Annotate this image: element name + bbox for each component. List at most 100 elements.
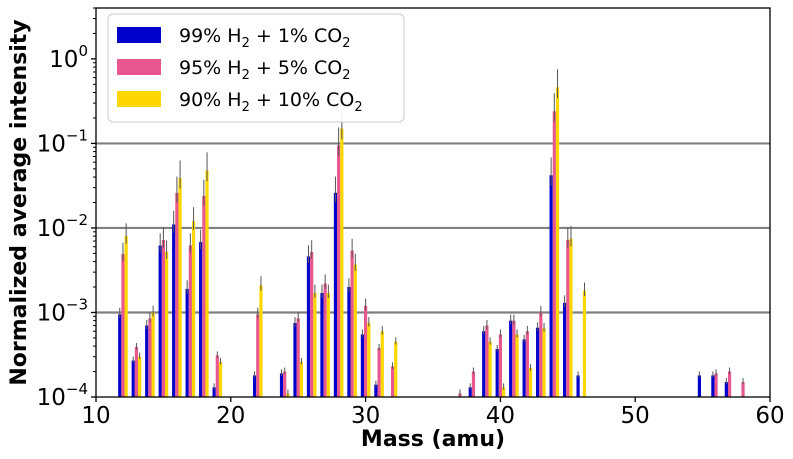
bar	[118, 314, 122, 397]
bar	[148, 318, 152, 397]
bar	[340, 128, 344, 397]
grid-lines	[96, 142, 770, 314]
bar	[468, 387, 472, 397]
bar	[138, 356, 142, 397]
legend-swatch	[117, 27, 161, 43]
bar	[161, 240, 165, 397]
bar	[360, 334, 364, 397]
bar	[202, 195, 206, 397]
bar	[576, 375, 580, 397]
bar	[364, 305, 368, 397]
bar	[134, 347, 139, 397]
bar	[296, 318, 300, 397]
legend-label: 99% H2 + 1% CO2	[179, 25, 351, 51]
x-tick-label: 20	[216, 403, 245, 429]
bar	[252, 375, 257, 397]
bar	[172, 224, 176, 397]
bar	[145, 325, 149, 397]
bar	[323, 283, 327, 397]
bar	[218, 361, 223, 397]
bar	[158, 245, 162, 397]
bar	[124, 236, 128, 397]
bar	[555, 87, 560, 398]
axes: 10 20 30 40 50 60 10−4 10−3 10−2 10−1 100	[37, 7, 785, 429]
bar	[380, 331, 384, 397]
bar	[727, 371, 732, 397]
y-tick-label: 100	[49, 42, 88, 73]
bar	[536, 327, 540, 397]
bar	[502, 387, 506, 397]
bar	[347, 287, 351, 397]
bar	[313, 292, 317, 397]
legend-label: 90% H2 + 10% CO2	[179, 89, 363, 115]
legend-box	[107, 13, 405, 123]
bar	[178, 177, 182, 397]
bar	[333, 192, 338, 397]
bar	[697, 375, 701, 397]
bar	[582, 290, 587, 397]
x-tick-label: 10	[81, 403, 110, 429]
bar	[299, 361, 303, 397]
bar	[279, 373, 284, 397]
bar	[471, 371, 476, 397]
x-tick-label: 40	[486, 403, 515, 429]
bar	[566, 240, 570, 397]
bar	[563, 302, 567, 397]
bar	[482, 331, 486, 397]
bar	[488, 341, 492, 397]
bar	[711, 375, 715, 397]
bar	[320, 292, 324, 397]
bar	[552, 111, 556, 397]
bar	[185, 288, 189, 397]
bars	[118, 69, 745, 398]
bar	[549, 175, 553, 397]
legend-label: 95% H2 + 5% CO2	[179, 57, 351, 83]
bar	[131, 360, 135, 397]
y-tick-label: 10−2	[37, 211, 88, 242]
bar	[121, 254, 125, 397]
bar	[175, 192, 179, 397]
bar	[377, 347, 381, 397]
bar	[326, 292, 330, 397]
bar	[569, 238, 573, 397]
y-tick-label: 10−4	[37, 380, 88, 411]
bar	[199, 242, 203, 397]
bar	[165, 251, 169, 397]
x-axis-title: Mass (amu)	[361, 427, 505, 452]
y-axis-title: Normalized average intensity	[7, 19, 32, 385]
bar	[191, 221, 196, 397]
x-tick-label: 60	[755, 403, 784, 429]
bar	[724, 382, 728, 397]
bar	[390, 366, 395, 397]
bar	[283, 371, 287, 397]
bar	[515, 334, 519, 397]
bar	[542, 328, 546, 397]
legend-swatch	[117, 91, 161, 107]
bar	[741, 382, 745, 397]
bar	[350, 250, 354, 397]
y-tick-label: 10−1	[37, 126, 88, 157]
bar	[205, 170, 209, 397]
bar	[310, 251, 314, 397]
bar	[259, 285, 263, 397]
bar	[485, 325, 489, 397]
bar	[151, 312, 155, 397]
bar	[212, 387, 216, 397]
bar	[522, 339, 526, 397]
bar	[306, 256, 311, 397]
bar	[525, 331, 529, 397]
bar	[367, 323, 371, 397]
bar	[188, 245, 192, 397]
legend-swatch	[117, 59, 161, 75]
bar	[498, 334, 502, 397]
x-tick-label: 30	[351, 403, 380, 429]
bar	[293, 323, 297, 397]
bar	[714, 373, 718, 397]
bar	[394, 341, 398, 397]
bar	[528, 368, 533, 397]
y-tick-label: 10−3	[37, 295, 88, 326]
bar	[215, 355, 219, 397]
bar	[337, 145, 341, 397]
bar	[495, 348, 499, 397]
